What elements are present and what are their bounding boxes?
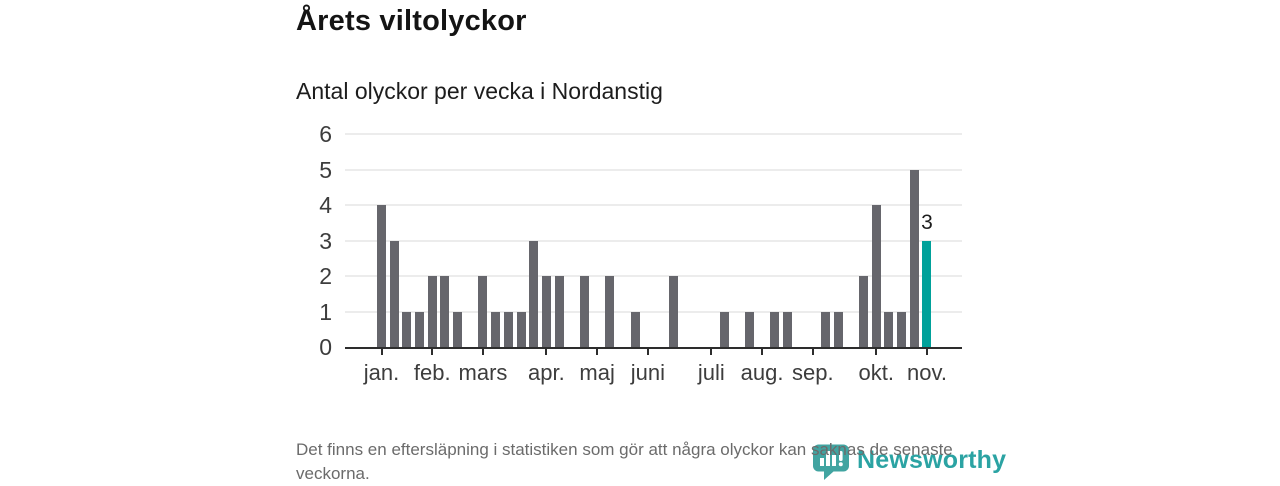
- bar: [377, 205, 386, 347]
- bar: [897, 311, 907, 347]
- chart-footnote: Det finns en eftersläpning i statistiken…: [296, 440, 953, 483]
- bar: [579, 276, 589, 347]
- gridline: [345, 275, 962, 277]
- page-title: Årets viltolyckor: [296, 5, 527, 37]
- gridline: [345, 239, 962, 242]
- x-axis-tick: [761, 349, 764, 355]
- x-axis-month-label: maj: [579, 360, 615, 385]
- y-axis-label: 4: [319, 192, 332, 218]
- bar: [605, 276, 615, 347]
- x-axis-month-label: mars: [458, 360, 508, 385]
- x-axis-month-label: juli: [697, 360, 725, 385]
- gridline: [345, 204, 962, 206]
- chart-subtitle: Antal olyckor per vecka i Nordanstig: [296, 78, 663, 104]
- bar: [554, 276, 564, 347]
- x-axis-month-label: okt.: [858, 360, 894, 385]
- bar: [516, 311, 526, 347]
- bar: [719, 311, 729, 347]
- x-axis-line: [345, 347, 962, 349]
- x-axis-tick: [710, 349, 713, 355]
- bar: [859, 276, 869, 347]
- bar: [453, 311, 463, 347]
- bar: [871, 205, 881, 347]
- y-axis-label: 2: [319, 263, 332, 289]
- bar: [833, 311, 843, 347]
- x-axis-tick: [646, 349, 649, 355]
- x-axis-month-label: feb.: [413, 360, 451, 385]
- gridline: [345, 310, 962, 313]
- bar: [402, 311, 412, 347]
- x-axis-tick: [380, 349, 383, 355]
- x-axis-tick: [431, 349, 434, 355]
- y-axis-label: 1: [319, 298, 332, 325]
- x-axis-tick: [925, 349, 928, 355]
- bar: [770, 311, 780, 347]
- bar: [630, 311, 640, 347]
- bar: [529, 240, 539, 347]
- x-axis-month-label: aug.: [740, 360, 784, 385]
- bar: [491, 311, 501, 347]
- x-axis-tick: [811, 349, 814, 355]
- y-axis-label: 5: [319, 156, 332, 183]
- bar: [389, 240, 399, 347]
- bar: [415, 311, 425, 347]
- bar: [668, 276, 678, 347]
- x-axis-tick: [545, 349, 548, 355]
- x-axis-tick: [875, 349, 878, 355]
- newsworthy-logo[interactable]: Newsworthy: [812, 443, 1006, 480]
- x-axis-month-label: juni: [630, 360, 666, 385]
- bar: [884, 311, 894, 347]
- newsworthy-logo-icon: [813, 444, 849, 480]
- x-axis-month-label: jan.: [363, 360, 400, 385]
- x-axis-month-label: apr.: [528, 360, 565, 385]
- gridline: [345, 168, 962, 171]
- x-axis-tick: [596, 349, 599, 355]
- y-axis-label: 3: [319, 227, 332, 254]
- x-axis-tick: [481, 349, 484, 355]
- bar: [427, 276, 437, 347]
- newsworthy-logo-text: Newsworthy: [857, 446, 1007, 474]
- bar: [821, 311, 830, 347]
- bar: [909, 169, 919, 347]
- x-axis-month-label: sep.: [792, 360, 834, 385]
- x-axis-month-label: nov.: [907, 360, 947, 385]
- gridline: [345, 133, 962, 135]
- bar-highlighted: [922, 240, 932, 347]
- highlight-value-label: 3: [921, 211, 933, 234]
- bar: [478, 276, 488, 347]
- y-axis-label: 0: [319, 334, 332, 360]
- bar: [440, 276, 450, 347]
- bar: [782, 311, 792, 347]
- y-axis-label: 6: [319, 121, 332, 147]
- bar: [541, 276, 551, 347]
- bar: [744, 311, 754, 347]
- bar: [503, 311, 513, 347]
